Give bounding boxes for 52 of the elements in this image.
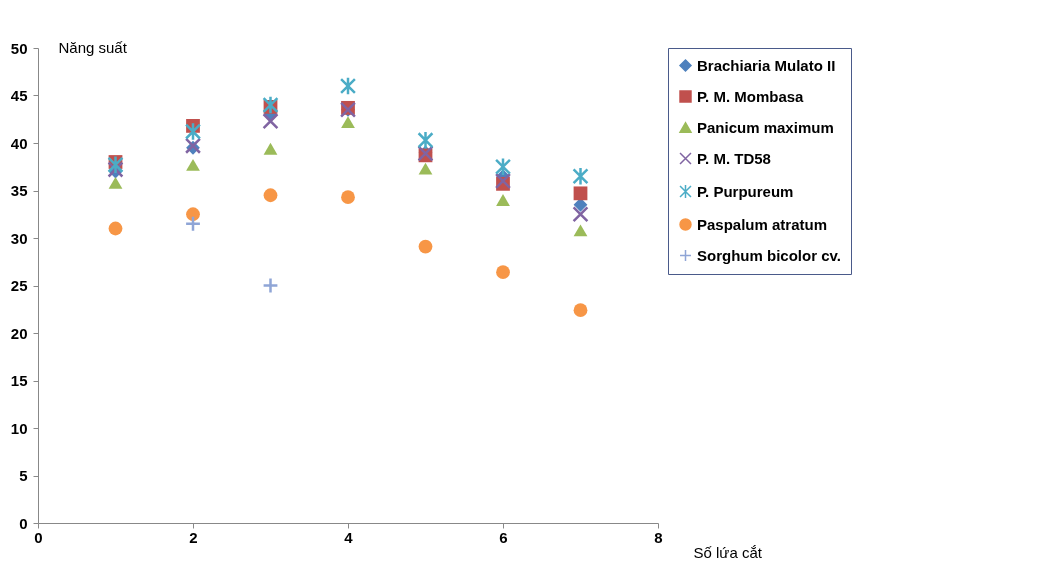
y-axis-title: Năng suất <box>58 38 128 56</box>
y-tick-label: 40 <box>10 134 28 152</box>
point <box>494 172 512 190</box>
legend-label: Brachiaria Mulato II <box>697 56 836 74</box>
point <box>341 190 355 205</box>
legend-label: P. M. TD58 <box>697 149 771 167</box>
point <box>263 142 278 155</box>
point <box>341 116 355 129</box>
point <box>262 113 279 130</box>
x-tick-label: 2 <box>189 528 198 546</box>
x-tick-label: 8 <box>654 528 663 546</box>
y-tick-label: 35 <box>10 182 28 199</box>
point <box>184 122 202 142</box>
point <box>496 265 510 280</box>
x-tick-label: 4 <box>344 528 354 546</box>
point <box>186 207 200 222</box>
point <box>573 186 588 201</box>
legend-label: P. M. Mombasa <box>697 87 805 105</box>
y-tick-label: 30 <box>10 229 28 247</box>
point <box>418 162 433 175</box>
point <box>108 221 123 236</box>
y-tick-label: 20 <box>10 324 28 342</box>
point <box>572 206 589 223</box>
point <box>573 303 588 318</box>
x-tick-label: 0 <box>34 528 43 546</box>
y-tick-label: 0 <box>19 514 28 532</box>
legend-label: Panicum maximum <box>697 118 834 136</box>
y-tick-label: 15 <box>10 372 28 389</box>
y-tick-label: 5 <box>19 467 28 484</box>
x-tick-label: 6 <box>499 528 508 546</box>
y-tick-label: 45 <box>10 87 28 104</box>
point <box>494 157 512 177</box>
point <box>496 194 510 206</box>
point <box>184 215 202 232</box>
legend-label: Paspalum atratum <box>697 215 828 233</box>
y-tick-label: 25 <box>10 277 28 294</box>
point <box>262 277 279 294</box>
point <box>417 130 434 150</box>
y-tick-label: 50 <box>10 39 28 57</box>
point <box>262 95 279 115</box>
point <box>339 76 357 96</box>
point <box>186 158 200 171</box>
point <box>263 188 278 203</box>
point <box>108 176 123 189</box>
point <box>107 155 124 175</box>
point <box>573 224 588 237</box>
point <box>418 239 433 254</box>
point <box>572 166 589 186</box>
legend-label: Sorghum bicolor cv. <box>697 246 841 264</box>
y-tick-label: 10 <box>10 419 28 437</box>
x-axis-title: Số lứa cắt <box>693 543 763 561</box>
legend-label: P. Purpureum <box>697 182 794 200</box>
